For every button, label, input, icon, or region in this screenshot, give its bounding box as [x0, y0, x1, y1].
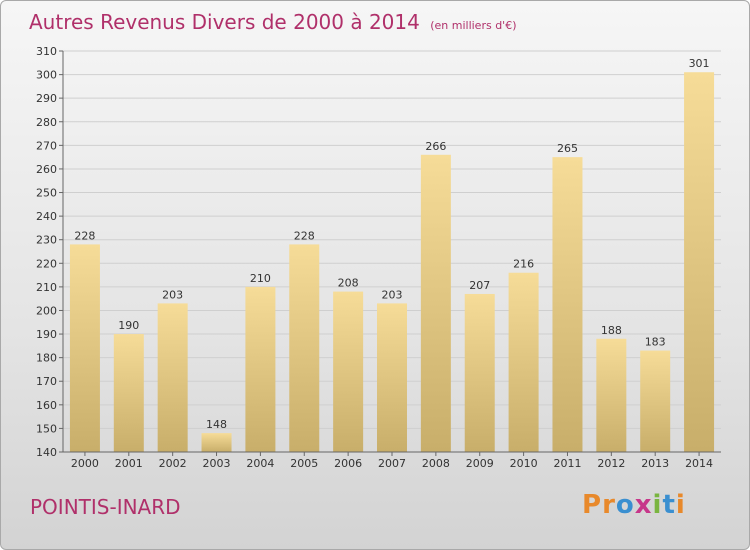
- bar: [113, 334, 144, 452]
- x-tick-label: 2011: [553, 457, 581, 470]
- bar: [596, 338, 627, 452]
- x-tick-label: 2002: [159, 457, 187, 470]
- x-tick-label: 2008: [422, 457, 450, 470]
- bar: [508, 272, 539, 452]
- y-tick-label: 300: [36, 69, 57, 82]
- x-tick-label: 2004: [246, 457, 274, 470]
- data-label: 190: [118, 319, 139, 332]
- bar: [69, 244, 100, 452]
- data-label: 188: [601, 324, 622, 337]
- bar: [289, 244, 320, 452]
- y-tick-label: 150: [36, 422, 57, 435]
- y-tick-label: 170: [36, 375, 57, 388]
- x-tick-label: 2013: [641, 457, 669, 470]
- x-tick-label: 2003: [203, 457, 231, 470]
- bar: [552, 157, 583, 452]
- y-tick-label: 180: [36, 352, 57, 365]
- logo-letter: P: [582, 490, 603, 520]
- x-tick-label: 2001: [115, 457, 143, 470]
- x-tick-label: 2007: [378, 457, 406, 470]
- x-tick-label: 2006: [334, 457, 362, 470]
- logo-letter: i: [652, 490, 663, 520]
- y-tick-label: 280: [36, 116, 57, 129]
- data-label: 301: [689, 57, 710, 70]
- axes: 140 150 160 170 180 190 200 210 220 230 240 250 260 2…: [36, 45, 721, 470]
- chart-title: Autres Revenus Divers de 2000 à 2014 (en…: [29, 10, 517, 34]
- commune-name: POINTIS-INARD: [30, 495, 181, 519]
- proxiti-logo: Proxiti: [582, 490, 686, 520]
- x-tick-label: 2009: [466, 457, 494, 470]
- bar: [201, 433, 232, 452]
- unit-note: (en milliers d'€): [430, 19, 517, 32]
- y-tick-label: 250: [36, 187, 57, 200]
- y-tick-label: 270: [36, 139, 57, 152]
- bar: [640, 350, 671, 452]
- data-label: 210: [250, 272, 271, 285]
- chart-title-text: Autres Revenus Divers de 2000 à 2014: [29, 10, 420, 34]
- y-tick-label: 230: [36, 234, 57, 247]
- logo-letter: t: [662, 490, 676, 520]
- data-label: 228: [294, 229, 315, 242]
- y-tick-label: 260: [36, 163, 57, 176]
- y-tick-label: 140: [36, 446, 57, 459]
- bar: [377, 303, 407, 452]
- data-label: 148: [206, 418, 227, 431]
- logo-letter: i: [675, 490, 686, 520]
- y-tick-label: 310: [36, 45, 57, 58]
- logo-letter: o: [615, 490, 635, 520]
- data-label: 183: [645, 336, 666, 349]
- x-tick-label: 2000: [71, 457, 99, 470]
- y-tick-label: 220: [36, 257, 57, 270]
- data-label: 228: [74, 229, 95, 242]
- y-tick-label: 290: [36, 92, 57, 105]
- y-tick-label: 160: [36, 399, 57, 412]
- y-tick-label: 240: [36, 210, 57, 223]
- data-label: 207: [469, 279, 490, 292]
- bars: 228 190 203 148 210 228 208 203 266 207 216 265 188 1…: [69, 57, 715, 453]
- bar: [333, 291, 364, 452]
- bar: [684, 72, 715, 453]
- data-label: 216: [513, 258, 534, 271]
- data-label: 265: [557, 142, 578, 155]
- data-label: 208: [338, 277, 359, 290]
- y-tick-label: 190: [36, 328, 57, 341]
- data-label: 203: [382, 288, 403, 301]
- x-tick-label: 2012: [597, 457, 625, 470]
- bar: [157, 303, 188, 452]
- bar: [245, 286, 276, 452]
- x-tick-label: 2005: [290, 457, 318, 470]
- y-tick-label: 210: [36, 281, 57, 294]
- data-label: 266: [425, 140, 446, 153]
- bar: [464, 293, 495, 452]
- logo-letter: x: [634, 490, 653, 520]
- bar: [420, 154, 451, 452]
- data-label: 203: [162, 288, 183, 301]
- logo-letter: r: [602, 490, 616, 520]
- x-tick-label: 2014: [685, 457, 713, 470]
- x-tick-label: 2010: [510, 457, 538, 470]
- y-tick-label: 200: [36, 304, 57, 317]
